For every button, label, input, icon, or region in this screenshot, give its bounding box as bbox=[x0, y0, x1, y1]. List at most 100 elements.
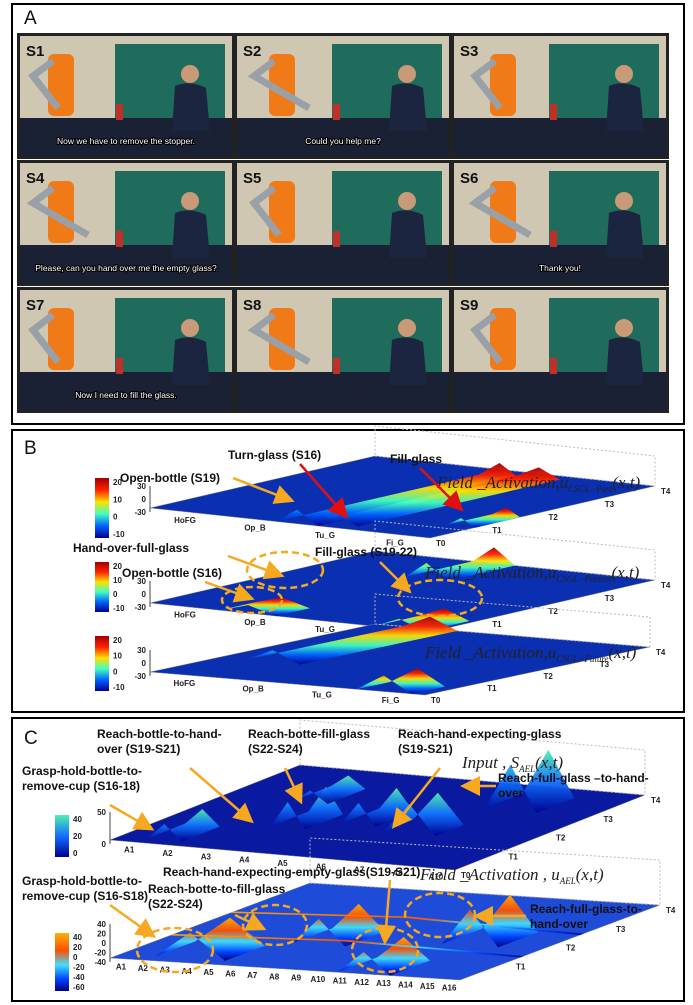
annotation: Fill-glass bbox=[390, 452, 442, 466]
panel-label: A bbox=[24, 8, 37, 29]
t-tick-label: T2 bbox=[549, 513, 559, 522]
surface-plot: 300-30HoFGOp_BTu_GFi_GT0T1T2T3T420100-10… bbox=[95, 426, 671, 548]
t-tick-label: T2 bbox=[544, 672, 554, 681]
x-tick-label: A16 bbox=[442, 983, 457, 992]
annotation-line: Reach-bottle-to-hand- bbox=[97, 727, 222, 741]
frame-label: S5 bbox=[243, 170, 261, 187]
x-tick-label: A11 bbox=[333, 976, 348, 985]
frame-label: S4 bbox=[26, 170, 45, 187]
t-tick-label: T1 bbox=[516, 962, 526, 971]
colorbar-tick-label: 40 bbox=[73, 815, 82, 824]
z-tick-label: -20 bbox=[94, 949, 106, 958]
photo-frame: S9 bbox=[451, 287, 669, 413]
x-tick-label: HoFG bbox=[173, 679, 195, 688]
photo-frame: S3 bbox=[451, 33, 669, 159]
colorbar-tick-label: 10 bbox=[113, 652, 122, 661]
frame-label: S8 bbox=[243, 297, 261, 314]
annotation: Reach-hand-expecting-glass(S19-S21) bbox=[398, 727, 562, 756]
z-tick-label: -30 bbox=[134, 672, 146, 681]
x-tick-label: Fi_G bbox=[382, 696, 400, 705]
colorbar-tick-label: 0 bbox=[73, 953, 78, 962]
x-tick-label: A10 bbox=[310, 975, 325, 984]
title-main: Field _Activation , u bbox=[419, 865, 560, 884]
title-main: Input , S bbox=[461, 753, 520, 772]
t-tick-label: T2 bbox=[549, 607, 559, 616]
head bbox=[398, 319, 416, 337]
green-panel bbox=[115, 298, 225, 373]
x-tick-label: A8 bbox=[269, 972, 280, 981]
t-tick-label: T3 bbox=[604, 815, 614, 824]
t-tick-label: T0 bbox=[431, 696, 441, 705]
annotation-line: Grasp-hold-bottle-to- bbox=[22, 874, 142, 888]
frame-label: S1 bbox=[26, 43, 44, 60]
plot-title: Field _Activation,uCSGL−Present(x,t) bbox=[424, 563, 640, 584]
bottle bbox=[550, 104, 557, 120]
x-tick-label: Tu_G bbox=[315, 625, 335, 634]
frame-caption: Thank you! bbox=[539, 263, 581, 273]
person bbox=[389, 337, 427, 385]
person bbox=[389, 210, 427, 258]
surface-plot: 300-30HoFGOp_BTu_GFi_GT0T1T2T3T420100-10… bbox=[95, 521, 671, 642]
colorbar-tick-label: 0 bbox=[73, 849, 78, 858]
plot-title: Field _Activation , uAEL(x,t) bbox=[419, 865, 604, 886]
head bbox=[398, 192, 416, 210]
annotation: Turn-glass (S16) bbox=[228, 448, 321, 462]
title-main: Field _Activation,u bbox=[424, 643, 556, 662]
head bbox=[615, 65, 633, 83]
annotation-line: Grasp-hold-bottle-to- bbox=[22, 764, 142, 778]
photo-frame: S7Now I need to fill the glass. bbox=[17, 287, 235, 413]
annotation-line: Reach-hand-expecting-glass bbox=[398, 727, 562, 741]
colorbar-tick-label: 10 bbox=[113, 495, 122, 504]
person bbox=[606, 210, 644, 258]
colorbar-tick-label: -40 bbox=[73, 973, 85, 982]
green-panel bbox=[115, 171, 225, 246]
annotation: Open-bottle (S16) bbox=[122, 566, 222, 580]
bottle bbox=[116, 358, 123, 374]
z-tick-label: 20 bbox=[97, 930, 106, 939]
person bbox=[606, 337, 644, 385]
t-tick-label: T1 bbox=[487, 684, 497, 693]
photo-frame: S1Now we have to remove the stopper. bbox=[17, 33, 235, 159]
annotation: Reach-botte-fill-glass(S22-S24) bbox=[248, 727, 370, 756]
annotation-line: over (S19-S21) bbox=[97, 742, 180, 756]
colorbar-tick-label: 20 bbox=[73, 832, 82, 841]
frame-caption: Please, can you hand over me the empty g… bbox=[35, 263, 217, 273]
bottle bbox=[333, 358, 340, 374]
t-tick-label: T4 bbox=[666, 906, 676, 915]
annotation: Reach-hand-expecting-empty-glass(S19-S21… bbox=[163, 865, 420, 879]
x-tick-label: A9 bbox=[291, 974, 302, 983]
title-tail: (x,t) bbox=[609, 643, 637, 662]
frame-label: S3 bbox=[460, 43, 478, 60]
t-tick-label: T1 bbox=[492, 620, 502, 629]
person bbox=[172, 210, 210, 258]
frame-label: S6 bbox=[460, 170, 478, 187]
x-tick-label: A3 bbox=[201, 852, 212, 861]
annotation-line: Reach-full-glass –to-hand- bbox=[498, 771, 649, 785]
title-tail: (x,t) bbox=[612, 563, 640, 582]
head bbox=[181, 65, 199, 83]
photo-frame: S4 Please, can you hand over me the empty… bbox=[17, 160, 235, 286]
x-tick-label: Op_B bbox=[244, 618, 266, 627]
z-tick-label: 40 bbox=[97, 920, 106, 929]
annotation-line: Open-bottle (S16) bbox=[122, 566, 222, 580]
x-tick-label: Op_B bbox=[244, 523, 266, 532]
t-tick-label: T3 bbox=[616, 925, 626, 934]
colorbar bbox=[55, 933, 69, 991]
annotation-line: hand-over bbox=[530, 917, 588, 931]
x-tick-label: A5 bbox=[203, 968, 214, 977]
title-main: Field _Activation,u bbox=[424, 563, 556, 582]
t-tick-label: T4 bbox=[661, 487, 671, 496]
photo-frame: S5 bbox=[234, 160, 452, 286]
x-tick-label: Op_B bbox=[242, 685, 264, 694]
annotation-line: Fill-glass (S19-22) bbox=[315, 545, 417, 559]
x-tick-label: A2 bbox=[138, 964, 149, 973]
t-tick-label: T3 bbox=[605, 594, 615, 603]
annotation-line: Reach-botte-to-fill-glass bbox=[148, 882, 286, 896]
annotation-arrow bbox=[110, 905, 152, 935]
colorbar bbox=[95, 636, 109, 691]
figure: A B C S1Now we have to remove the stoppe… bbox=[0, 0, 693, 1005]
z-tick-label: 0 bbox=[102, 840, 107, 849]
annotation-line: (S19-S21) bbox=[398, 742, 453, 756]
annotation: Open-bottle (S19) bbox=[120, 471, 220, 485]
